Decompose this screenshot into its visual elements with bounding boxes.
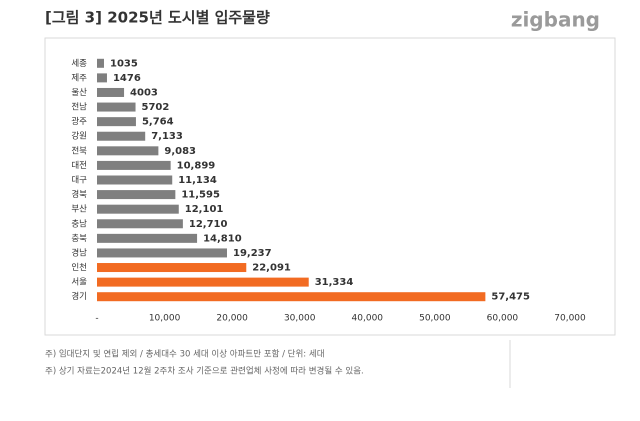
logo: zigbang [511,8,600,32]
bar [97,160,171,170]
bar [97,73,107,83]
x-tick-label: 30,000 [284,314,316,324]
y-tick-label: 대구 [71,176,87,186]
bar [97,102,136,112]
value-label: 5,764 [142,117,174,128]
y-tick-label: 경남 [71,247,87,258]
value-label: 12,101 [185,204,224,215]
y-tick-label: 울산 [71,87,87,98]
y-tick-label: 전북 [71,145,87,156]
x-tick-label: 50,000 [419,314,451,324]
x-tick-label: 40,000 [352,314,384,324]
value-label: 1476 [113,73,141,84]
bar [97,248,227,258]
bar [97,175,173,185]
value-label: 7,133 [151,131,183,142]
chart-frame [44,37,616,336]
chart-title: [그림 3] 2025년 도시별 입주물량 [45,9,270,27]
value-label: 31,334 [315,277,354,288]
value-label: 57,475 [491,292,530,303]
y-tick-label: 세종 [71,59,87,69]
bar [97,87,125,97]
value-label: 22,091 [252,263,291,274]
y-tick-label: 강원 [71,131,87,142]
value-label: 10,899 [177,160,216,171]
bar [97,204,179,214]
bar [97,117,136,127]
x-tick-label: 60,000 [487,314,519,324]
y-tick-label: 광주 [71,116,87,127]
bar [97,146,159,156]
bar [97,190,176,200]
value-label: 11,595 [181,190,220,201]
value-label: 1035 [110,58,138,69]
value-label: 12,710 [189,219,228,230]
value-label: 5702 [142,102,170,113]
y-tick-label: 경북 [71,189,87,200]
x-tick-label: 70,000 [554,314,586,324]
y-tick-label: 충남 [71,219,87,229]
y-tick-label: 경기 [71,291,87,302]
x-tick-label: 10,000 [149,314,181,324]
value-label: 9,083 [164,146,196,157]
x-tick-label: - [95,314,98,324]
value-label: 4003 [130,87,158,98]
y-tick-label: 부산 [71,204,87,215]
y-tick-label: 충북 [71,234,87,244]
y-tick-label: 전남 [71,102,87,113]
bar [97,233,198,243]
bar [97,131,146,141]
value-label: 14,810 [203,233,242,244]
bar [97,277,309,287]
y-tick-label: 인천 [71,262,87,273]
value-label: 11,134 [178,175,217,186]
bar [97,263,247,273]
y-tick-label: 서울 [71,278,87,288]
y-tick-label: 대전 [71,160,87,171]
note: 주) 상기 자료는2024년 12월 2주차 조사 기준으로 관련업체 사정에 … [45,366,364,377]
value-label: 19,237 [233,248,272,259]
bar [97,292,486,302]
bar [97,58,104,68]
x-tick-label: 20,000 [216,314,248,324]
bar [97,219,183,229]
note: 주) 임대단지 및 연립 제외 / 총세대수 30 세대 이상 아파트만 포함 … [45,349,325,360]
y-tick-label: 제주 [71,73,87,83]
